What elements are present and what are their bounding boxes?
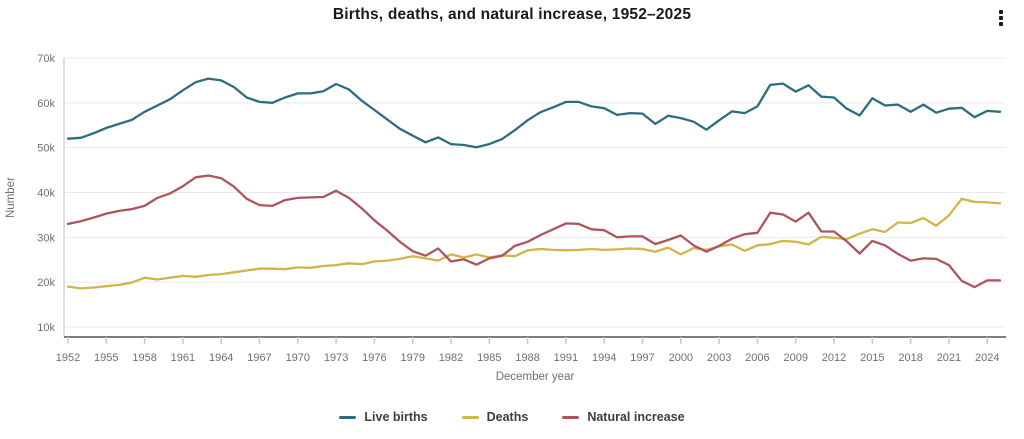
legend-item-natural-increase[interactable]: Natural increase: [562, 410, 685, 424]
x-tick-label-2009: 2009: [783, 352, 807, 364]
legend-swatch-natural-increase: [562, 415, 580, 419]
x-tick-label-1991: 1991: [554, 352, 578, 364]
kebab-dot: [999, 10, 1003, 14]
x-tick-label-1994: 1994: [592, 352, 616, 364]
legend-label-live-births: Live births: [364, 410, 428, 424]
legend-item-live-births[interactable]: Live births: [339, 410, 428, 424]
x-tick-label-1958: 1958: [132, 352, 156, 364]
x-tick-label-2024: 2024: [975, 352, 999, 364]
legend-label-deaths: Deaths: [486, 410, 529, 424]
x-tick-label-1970: 1970: [286, 352, 310, 364]
chart-legend: Live births Deaths Natural increase: [0, 410, 1024, 424]
x-axis-title: December year: [495, 371, 575, 383]
y-tick-label-30k: 30k: [37, 232, 55, 244]
kebab-dot: [999, 22, 1003, 26]
x-tick-label-2000: 2000: [669, 352, 693, 364]
x-tick-label-1985: 1985: [477, 352, 501, 364]
y-tick-label-10k: 10k: [37, 322, 55, 334]
x-tick-label-1973: 1973: [324, 352, 348, 364]
y-tick-label-40k: 40k: [37, 188, 55, 200]
y-tick-label-50k: 50k: [37, 143, 55, 155]
chart-title: Births, deaths, and natural increase, 19…: [332, 6, 692, 23]
x-tick-label-2015: 2015: [860, 352, 884, 364]
y-tick-label-20k: 20k: [37, 277, 55, 289]
legend-swatch-deaths: [461, 415, 479, 419]
y-tick-label-70k: 70k: [37, 53, 55, 65]
series-line-live-births[interactable]: [66, 77, 1002, 149]
x-tick-label-2003: 2003: [707, 352, 731, 364]
x-tick-label-1982: 1982: [439, 352, 463, 364]
y-tick-label-60k: 60k: [37, 98, 55, 110]
chart-header: Births, deaths, and natural increase, 19…: [0, 0, 1024, 34]
x-tick-label-2021: 2021: [937, 352, 961, 364]
legend-item-deaths[interactable]: Deaths: [461, 410, 529, 424]
x-tick-label-1967: 1967: [247, 352, 271, 364]
x-tick-label-1988: 1988: [515, 352, 539, 364]
x-tick-label-2006: 2006: [745, 352, 769, 364]
x-tick-label-1955: 1955: [94, 352, 118, 364]
x-tick-label-2018: 2018: [898, 352, 922, 364]
x-tick-label-1961: 1961: [171, 352, 195, 364]
x-tick-label-1964: 1964: [209, 352, 233, 364]
series-line-deaths[interactable]: [66, 197, 1002, 290]
legend-label-natural-increase: Natural increase: [587, 410, 685, 424]
x-tick-label-1952: 1952: [56, 352, 80, 364]
kebab-menu-icon[interactable]: [988, 4, 1014, 32]
x-tick-label-1979: 1979: [400, 352, 424, 364]
series-line-natural-increase[interactable]: [66, 174, 1002, 289]
kebab-dot: [999, 16, 1003, 20]
x-tick-label-1976: 1976: [362, 352, 386, 364]
legend-swatch-live-births: [339, 415, 357, 419]
x-tick-label-1997: 1997: [630, 352, 654, 364]
x-tick-label-2012: 2012: [822, 352, 846, 364]
